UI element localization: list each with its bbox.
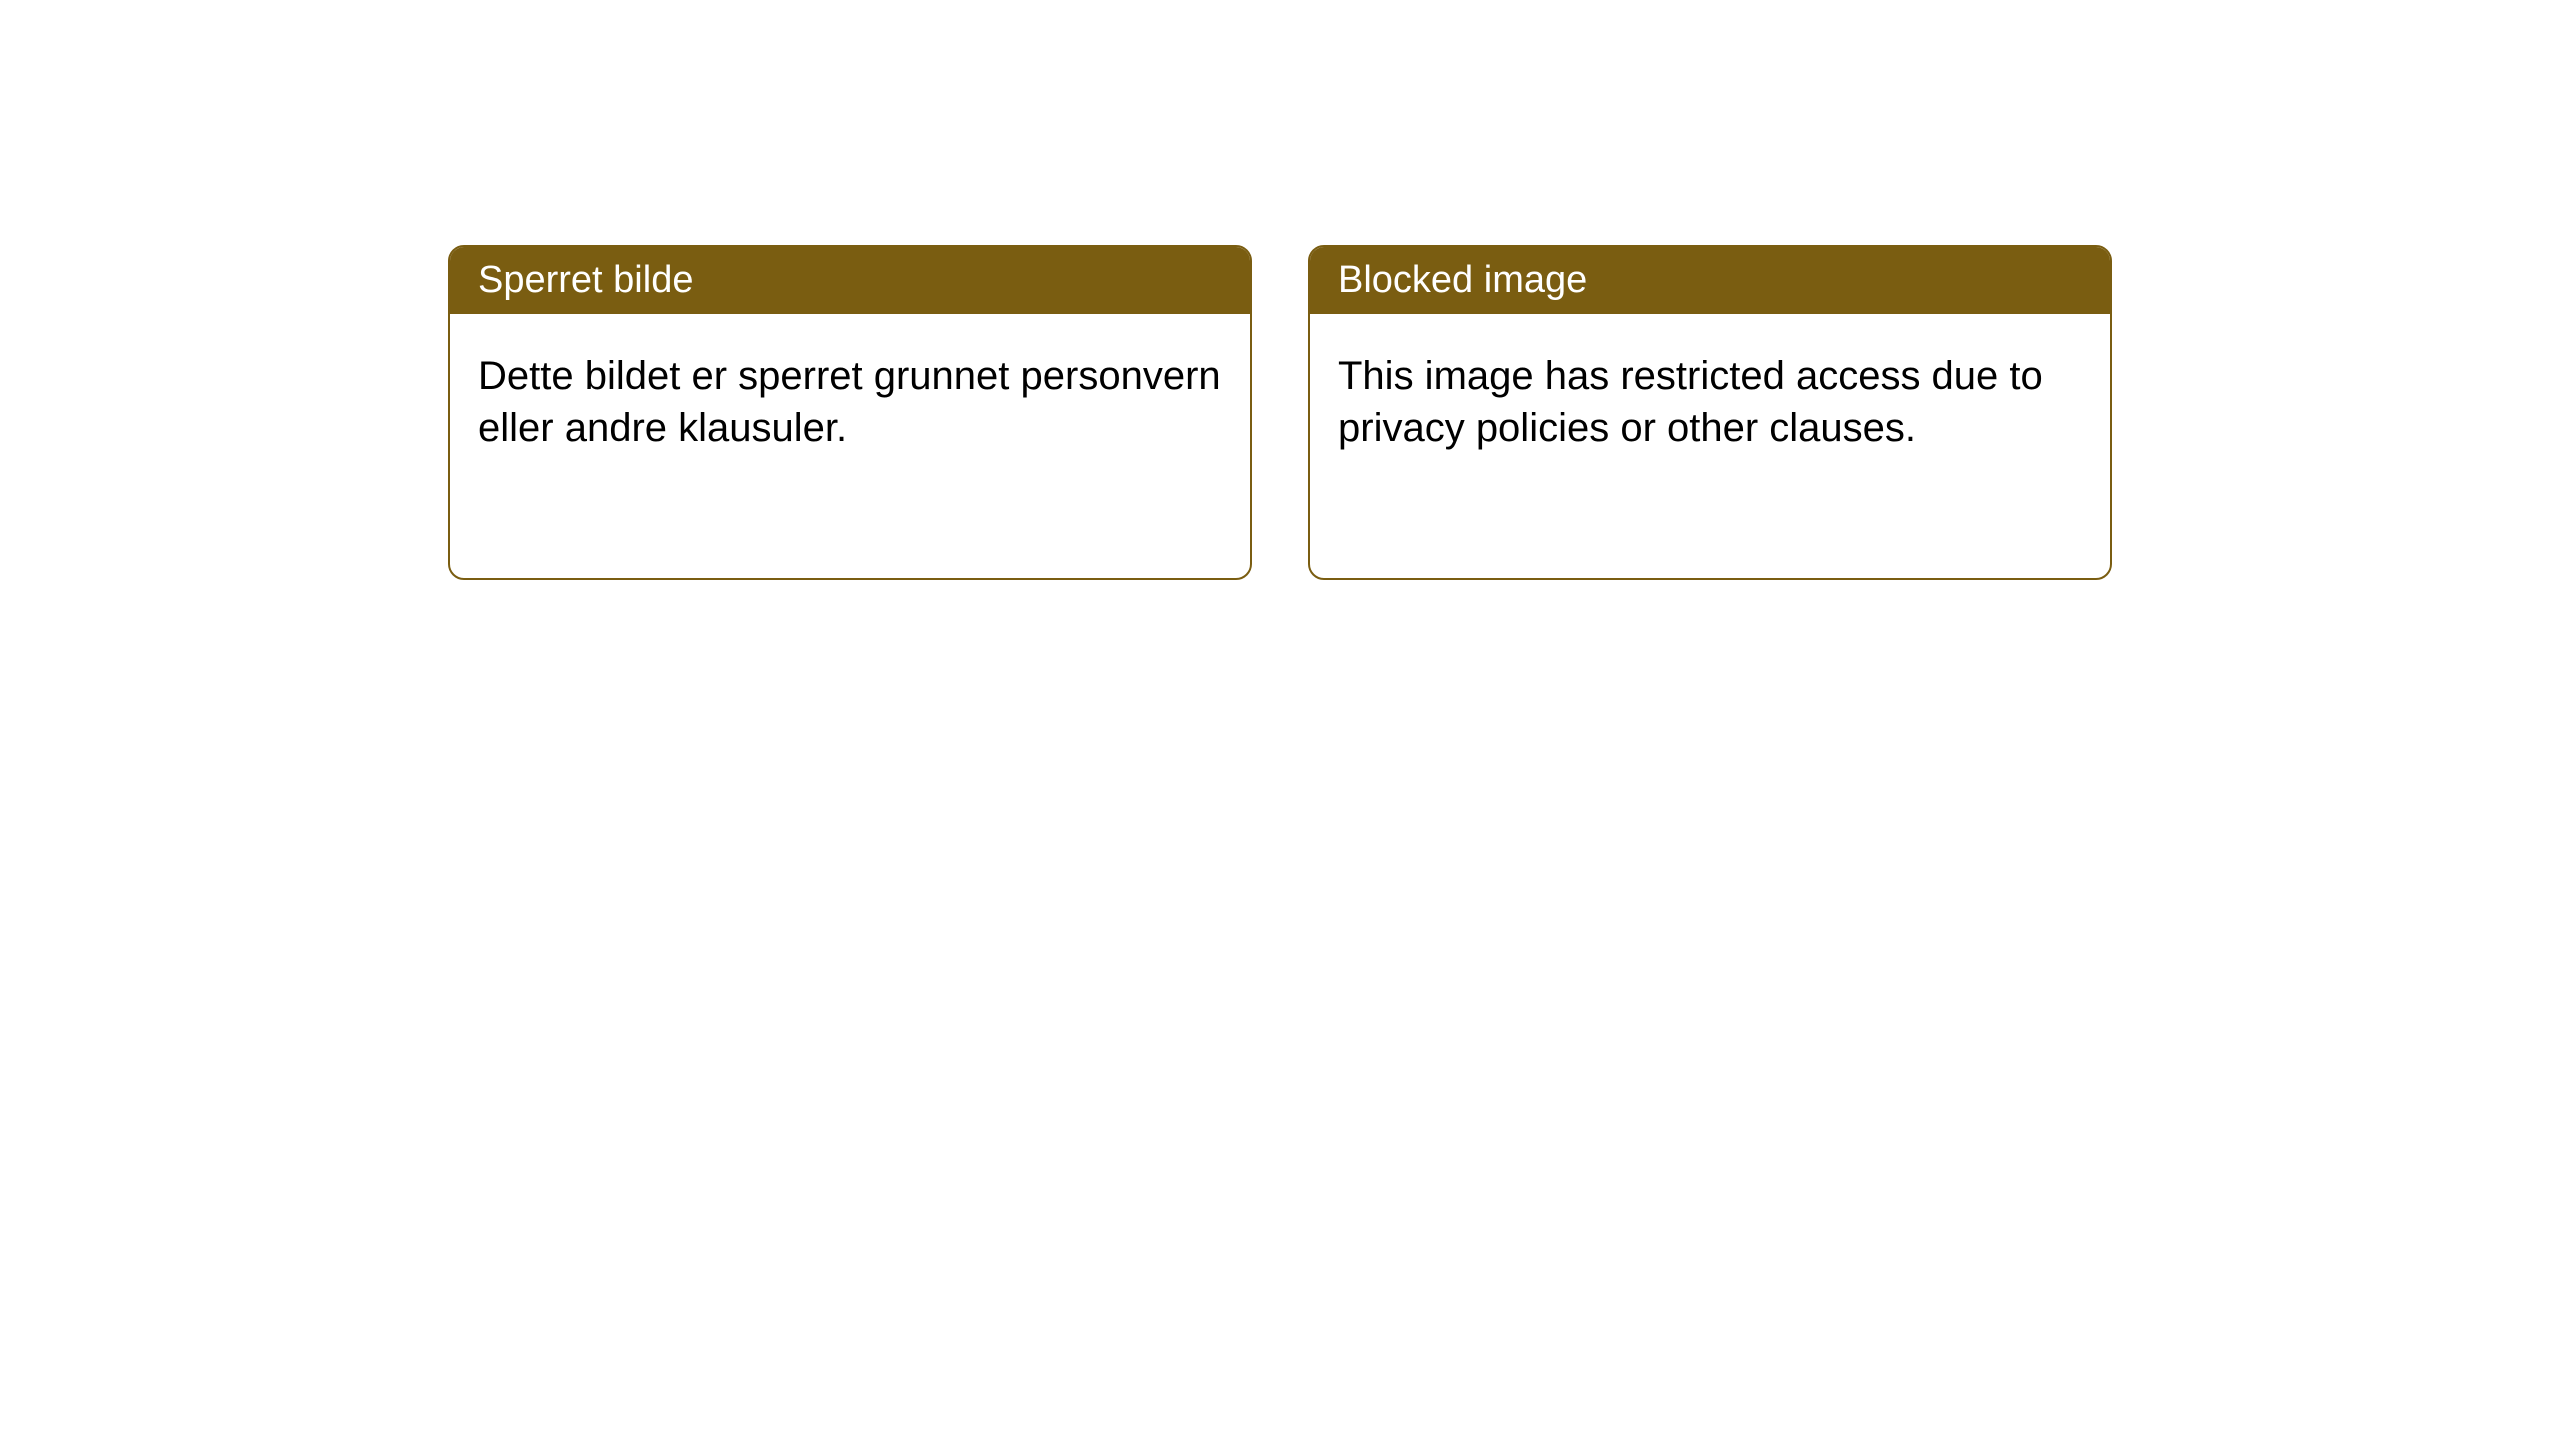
card-message: Dette bildet er sperret grunnet personve…	[478, 354, 1221, 450]
card-body: Dette bildet er sperret grunnet personve…	[450, 314, 1250, 490]
notice-container: Sperret bilde Dette bildet er sperret gr…	[448, 245, 2112, 580]
notice-card-english: Blocked image This image has restricted …	[1308, 245, 2112, 580]
card-header: Sperret bilde	[450, 247, 1250, 314]
card-title: Blocked image	[1338, 259, 1587, 301]
card-title: Sperret bilde	[478, 259, 693, 301]
card-body: This image has restricted access due to …	[1310, 314, 2110, 490]
notice-card-norwegian: Sperret bilde Dette bildet er sperret gr…	[448, 245, 1252, 580]
card-message: This image has restricted access due to …	[1338, 354, 2043, 450]
card-header: Blocked image	[1310, 247, 2110, 314]
